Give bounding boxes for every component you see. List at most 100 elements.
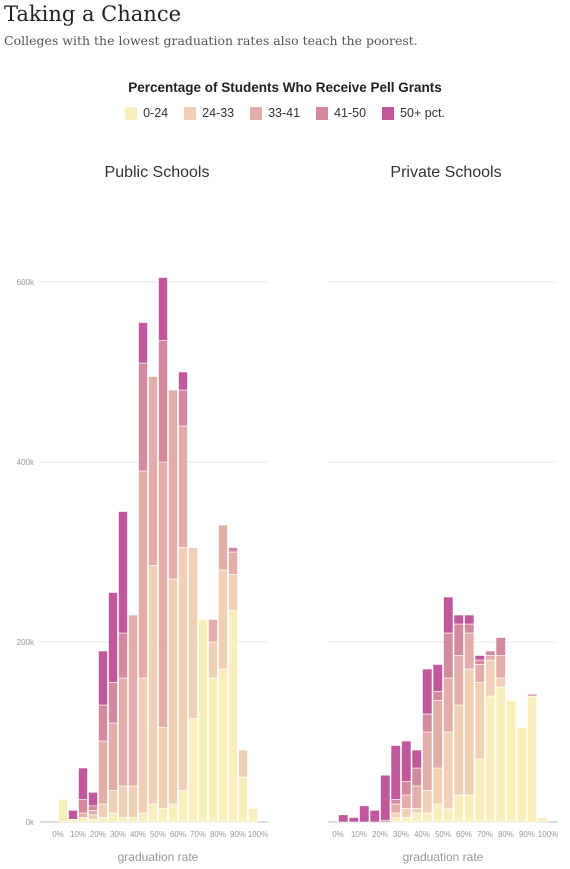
x-tick-label: 80% [210,830,226,839]
bar-segment: 60-65% · 50+ pct.: 10000 [464,614,475,625]
bar-segment: 35-40% · 41-50: 20000 [411,767,422,787]
y-tick-label: 400k [17,458,35,467]
bar-segment: 15-20% · 50+ pct.: 15000 [88,791,98,807]
legend-item-0-24: 0-24 [125,106,168,120]
bar-segment: 15-20% · 0-24: 3000 [88,818,98,823]
chart-subtitle: Colleges with the lowest graduation rate… [4,33,418,48]
bar-segment: 75-80% · 33-41: 25000 [495,655,506,679]
y-tick-label: 200k [17,638,35,647]
x-tick-label: 30% [110,830,126,839]
x-tick-label: 0% [332,830,344,839]
legend: 0-24 24-33 33-41 41-50 50+ pct. [0,106,570,120]
bar-segment: 0-5% · 50+ pct.: 8000 [338,814,349,823]
legend-swatch-33-41 [250,106,263,120]
bar-segment: 45-50% · 41-50: 10000 [432,691,443,701]
x-tick-label: 20% [90,830,106,839]
legend-label-41-50: 41-50 [334,106,367,120]
x-tick-label: 50% [435,830,451,839]
y-tick-label: 0k [26,818,35,827]
bar-segment: 40-45% · 24-33: 25000 [422,790,433,814]
bar-segment: 55-60% · 41-50: 35000 [453,623,464,656]
x-tick-label: 70% [190,830,206,839]
bar-segment: 30-35% · 50+ pct.: 135000 [118,511,128,634]
bar-segment: 75-80% · 24-33: 40000 [208,641,218,679]
bar-segment: 30-35% · 33-41: 15000 [401,794,412,809]
bar-segment: 25-30% · 41-50: 5000 [390,799,401,805]
bar-segment: 25-30% · 50+ pct.: 100000 [108,592,118,683]
bar-segment: 50-55% · 0-24: 15000 [158,808,168,823]
bar-segment: 10-15% · 0-24: 5000 [78,817,88,823]
bar-segment: 35-40% · 0-24: 10000 [411,812,422,823]
bar-segment: 15-20% · 33-41: 5000 [88,809,98,816]
bar-segment: 20-25% · 41-50: 40000 [98,704,108,742]
bar-segment: 50-55% · 41-50: 50000 [443,632,454,679]
bar-segment: 40-45% · 33-41: 230000 [138,470,148,679]
bar-segment: 35-40% · 33-41: 25000 [411,785,422,809]
bar-segment: 40-45% · 24-33: 150000 [138,677,148,814]
x-tick-label: 80% [498,830,514,839]
bar-segment: 50-55% · 0-24: 15000 [443,808,454,823]
bar-segment: 60-65% · 33-41: 40000 [464,632,475,670]
bar-segment: 40-45% · 0-24: 10000 [422,812,433,823]
bar-segment: 50-55% · 41-50: 135000 [158,340,168,463]
bar-segment: 60-65% · 41-50: 10000 [464,623,475,634]
y-tick-label: 600k [17,278,35,287]
bar-segment: 80-85% · 0-24: 135000 [506,700,517,823]
bar-segment: 95-100% · 0-24: 15000 [248,808,258,823]
bar-segment: 20-25% · 0-24: 5000 [98,817,108,823]
x-tick-label: 60% [456,830,472,839]
bar-segment: 80-85% · 24-33: 110000 [218,569,228,670]
legend-item-41-50: 41-50 [316,106,366,120]
x-tick-label: 90% [519,830,535,839]
bar-segment: 30-35% · 24-33: 10000 [401,808,412,818]
bar-segment: 70-75% · 0-24: 140000 [485,695,496,823]
bar-segment: 45-50% · 50+ pct.: 30000 [432,664,443,692]
bar-segment: 15-20% · 41-50: 5000 [88,805,98,811]
bar-segment: 10-15% · 33-41: 5000 [78,812,88,818]
bar-segment: 75-80% · 33-41: 25000 [208,619,218,643]
bar-segment: 90-95% · 24-33: 30000 [238,749,248,778]
bar-segment: 55-60% · 24-33: 100000 [453,704,464,796]
bar-segment: 50-55% · 50+ pct.: 40000 [443,596,454,634]
bar-segment: 55-60% · 33-41: 210000 [168,389,178,580]
bar-segment: 5-10% · 0-24: 3000 [68,818,78,823]
x-tick-label: 100% [248,830,268,839]
bar-segment: 60-65% · 41-50: 40000 [178,389,188,427]
bar-segment: 65-70% · 0-24: 115000 [188,718,198,823]
x-tick-label: 10% [351,830,367,839]
bar-segment: 25-30% · 33-41: 75000 [108,722,118,791]
bar-segment: 70-75% · 41-50: 5000 [485,650,496,656]
public-schools-chart: 0k 200k 400k 600k 0-5% · 0-24: 250005-10% · … [17,277,268,864]
private-panel-title: Private Schools [390,164,502,181]
legend-label-0-24: 0-24 [143,106,169,120]
x-tick-label: 10% [70,830,86,839]
bar-segment: 50-55% · 50+ pct.: 70000 [158,277,168,341]
bar-segment: 90-95% · 0-24: 140000 [527,695,538,823]
bar-segment: 60-65% · 0-24: 30000 [464,794,475,823]
x-tick-label: 50% [150,830,166,839]
bar-segment: 65-70% · 50+ pct.: 5000 [474,655,485,661]
bar-segment: 35-40% · 50+ pct.: 20000 [411,749,422,769]
bar-segment: 70-75% · 33-41: 5000 [485,655,496,661]
bar-segment: 0-5% · 0-24: 25000 [58,799,68,823]
bar-segment: 30-35% · 0-24: 5000 [401,817,412,823]
bar-segment: 40-45% · 41-50: 20000 [422,713,433,733]
x-tick-label: 0% [52,830,64,839]
bar-segment: 75-80% · 41-50: 20000 [495,637,506,656]
bar-segment: 90-95% · 41-50: 2000 [527,693,538,697]
bar-segment: 45-50% · 24-33: 40000 [432,767,443,805]
bar-segment: 55-60% · 33-41: 55000 [453,655,464,706]
bar-segment: 45-50% · 0-24: 20000 [148,803,158,823]
legend-label-33-41: 33-41 [268,106,301,120]
bar-segment: 15-20% · 24-33: 5000 [88,814,98,820]
bar-segment: 10-15% · 50+ pct.: 35000 [78,767,88,800]
public-panel-title: Public Schools [104,164,210,181]
bar-segment: 30-35% · 50+ pct.: 45000 [401,740,412,782]
bar-segment: 30-35% · 24-33: 35000 [118,785,128,818]
bar-segment: 65-70% · 24-33: 190000 [188,547,198,719]
private-schools-chart: 0-5% · 50+ pct.: 80005-10% · 50+ pct.: 5… [328,281,558,864]
legend-swatch-50-plus [382,106,395,120]
bar-segment: 25-30% · 50+ pct.: 60000 [390,745,401,800]
bar-segment: 60-65% · 24-33: 140000 [464,668,475,796]
